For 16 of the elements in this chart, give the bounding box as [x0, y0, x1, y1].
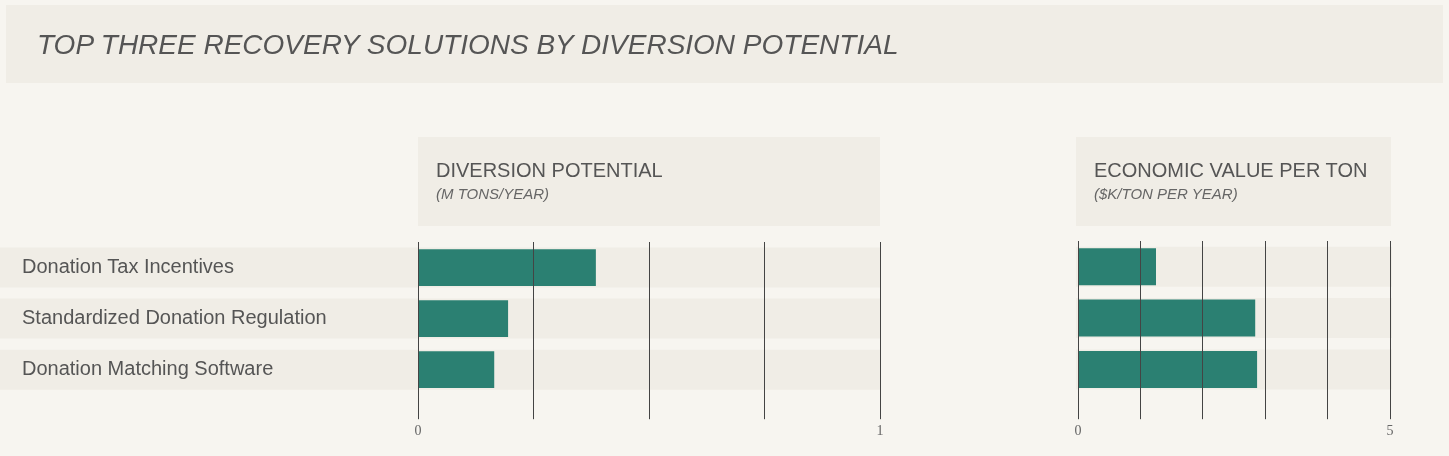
y-tick-label: Donation Tax Incentives: [22, 255, 234, 278]
bar: [1078, 248, 1156, 286]
y-tick-label: Standardized Donation Regulation: [22, 306, 327, 329]
y-tick-label: Donation Matching Software: [22, 357, 274, 380]
chart-title: ECONOMIC VALUE PER TON: [1094, 159, 1368, 182]
x-tick-label: 5: [1386, 423, 1394, 439]
bar: [418, 351, 495, 389]
chart-subtitle: (M TONS/YEAR): [436, 185, 550, 202]
chart-subtitle: ($K/TON PER YEAR): [1094, 185, 1238, 202]
chart-title: DIVERSION POTENTIAL: [436, 159, 663, 182]
x-tick-label: 0: [414, 423, 422, 439]
bar: [418, 300, 509, 337]
bar: [418, 249, 596, 286]
text: TOP THREE RECOVERY SOLUTIONS BY DIVERSION POTENTIAL: [37, 29, 899, 61]
x-tick-label: 1: [876, 423, 884, 439]
x-tick-label: 0: [1074, 423, 1082, 439]
